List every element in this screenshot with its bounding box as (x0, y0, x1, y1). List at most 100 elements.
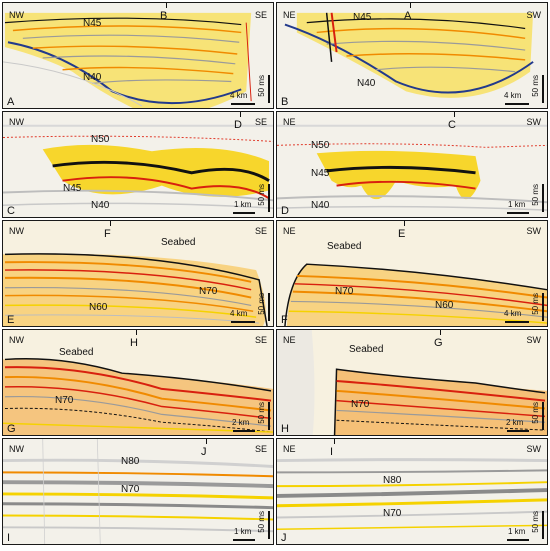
scale-label: 2 km (232, 418, 250, 427)
vertical-scale-label: 50 ms (257, 184, 266, 206)
intersection-marker: H (130, 337, 138, 349)
direction-left: NE (283, 117, 296, 127)
scale-label: 4 km (504, 91, 522, 100)
horizon-label: Seabed (349, 344, 384, 355)
direction-right: SE (254, 335, 267, 345)
direction-right: SE (254, 10, 267, 20)
intersection-marker: F (104, 228, 111, 240)
vertical-scale-bar (542, 75, 544, 103)
horizon-label: N60 (89, 302, 108, 313)
scale-bar (505, 321, 529, 323)
intersection-tick (206, 439, 207, 444)
panel-letter: G (7, 423, 16, 435)
direction-right: SE (254, 226, 267, 236)
vertical-scale-bar (542, 511, 544, 539)
scale-label: 1 km (234, 527, 252, 536)
panel-letter: C (7, 205, 15, 217)
horizon-label: N80 (383, 475, 402, 486)
seismic-section-c (3, 112, 273, 217)
horizon-label: N70 (351, 399, 370, 410)
vertical-scale-label: 50 ms (531, 184, 540, 206)
scale-label: 1 km (234, 200, 252, 209)
horizon-label: N50 (311, 140, 330, 151)
scale-label: 4 km (230, 309, 248, 318)
vertical-scale-label: 50 ms (531, 402, 540, 424)
vertical-scale-bar (268, 75, 270, 103)
vertical-scale-bar (268, 402, 270, 430)
direction-left: NE (283, 335, 296, 345)
scale-bar (231, 321, 255, 323)
vertical-scale-bar (268, 293, 270, 321)
intersection-marker: C (448, 119, 456, 131)
intersection-marker: I (330, 446, 334, 458)
vertical-scale-label: 50 ms (531, 75, 540, 97)
intersection-marker: G (434, 337, 443, 349)
panel-letter: B (281, 96, 289, 108)
intersection-tick (110, 221, 111, 226)
seismic-section-a (3, 3, 273, 108)
intersection-marker: B (160, 10, 168, 22)
panel-letter: I (7, 532, 11, 544)
horizon-label: N40 (83, 72, 102, 83)
direction-left: NE (283, 444, 296, 454)
direction-right: SW (526, 10, 542, 20)
horizon-label: N45 (353, 12, 372, 23)
seismic-section-e (3, 221, 273, 326)
seismic-section-j (277, 439, 547, 544)
scale-label: 1 km (508, 200, 526, 209)
intersection-tick (240, 112, 241, 117)
horizon-label: N70 (335, 286, 354, 297)
direction-right: SE (254, 444, 267, 454)
panel-j: NE SW I N80 N70 J 1 km 50 ms (276, 438, 548, 545)
panel-f: NE SW E Seabed N70 N60 F 4 km 50 ms (276, 220, 548, 327)
panel-c: NW SE D N50 N45 N40 C 1 km 50 ms (2, 111, 274, 218)
scale-bar (507, 539, 529, 541)
seismic-section-g (3, 330, 273, 435)
seismic-section-h (277, 330, 547, 435)
direction-left: NW (9, 444, 24, 454)
scale-bar (233, 430, 255, 432)
intersection-marker: A (404, 10, 412, 22)
vertical-scale-bar (268, 184, 270, 212)
direction-right: SW (526, 335, 542, 345)
vertical-scale-bar (542, 184, 544, 212)
intersection-tick (334, 439, 335, 444)
direction-right: SW (526, 117, 542, 127)
scale-label: 4 km (504, 309, 522, 318)
panel-letter: D (281, 205, 289, 217)
scale-bar (233, 539, 255, 541)
scale-label: 4 km (230, 91, 248, 100)
horizon-label: N80 (121, 456, 140, 467)
direction-right: SW (526, 226, 542, 236)
panel-letter: A (7, 96, 15, 108)
scale-label: 2 km (506, 418, 524, 427)
intersection-marker: D (234, 119, 242, 131)
vertical-scale-label: 50 ms (531, 511, 540, 533)
direction-left: NE (283, 10, 296, 20)
horizon-label: N70 (55, 395, 74, 406)
scale-bar (507, 430, 529, 432)
direction-left: NE (283, 226, 296, 236)
scale-bar (231, 103, 255, 105)
direction-left: NW (9, 335, 24, 345)
intersection-tick (136, 330, 137, 335)
intersection-tick (410, 3, 411, 8)
horizon-label: N60 (435, 300, 454, 311)
panel-a: NW SE B N45 N40 A 4 km 50 ms (2, 2, 274, 109)
horizon-label: N70 (199, 286, 218, 297)
intersection-tick (166, 3, 167, 8)
horizon-label: Seabed (161, 237, 196, 248)
panel-b: NE SW A N45 N40 B 4 km 50 ms (276, 2, 548, 109)
intersection-tick (440, 330, 441, 335)
direction-right: SE (254, 117, 267, 127)
horizon-label: N40 (311, 200, 330, 211)
panel-g: NW SE H Seabed N70 G 2 km 50 ms (2, 329, 274, 436)
horizon-label: Seabed (59, 347, 94, 358)
scale-bar (233, 212, 255, 214)
vertical-scale-bar (542, 402, 544, 430)
horizon-label: N40 (91, 200, 110, 211)
direction-left: NW (9, 117, 24, 127)
seismic-section-d (277, 112, 547, 217)
direction-left: NW (9, 226, 24, 236)
panel-d: NE SW C N50 N45 N40 D 1 km 50 ms (276, 111, 548, 218)
